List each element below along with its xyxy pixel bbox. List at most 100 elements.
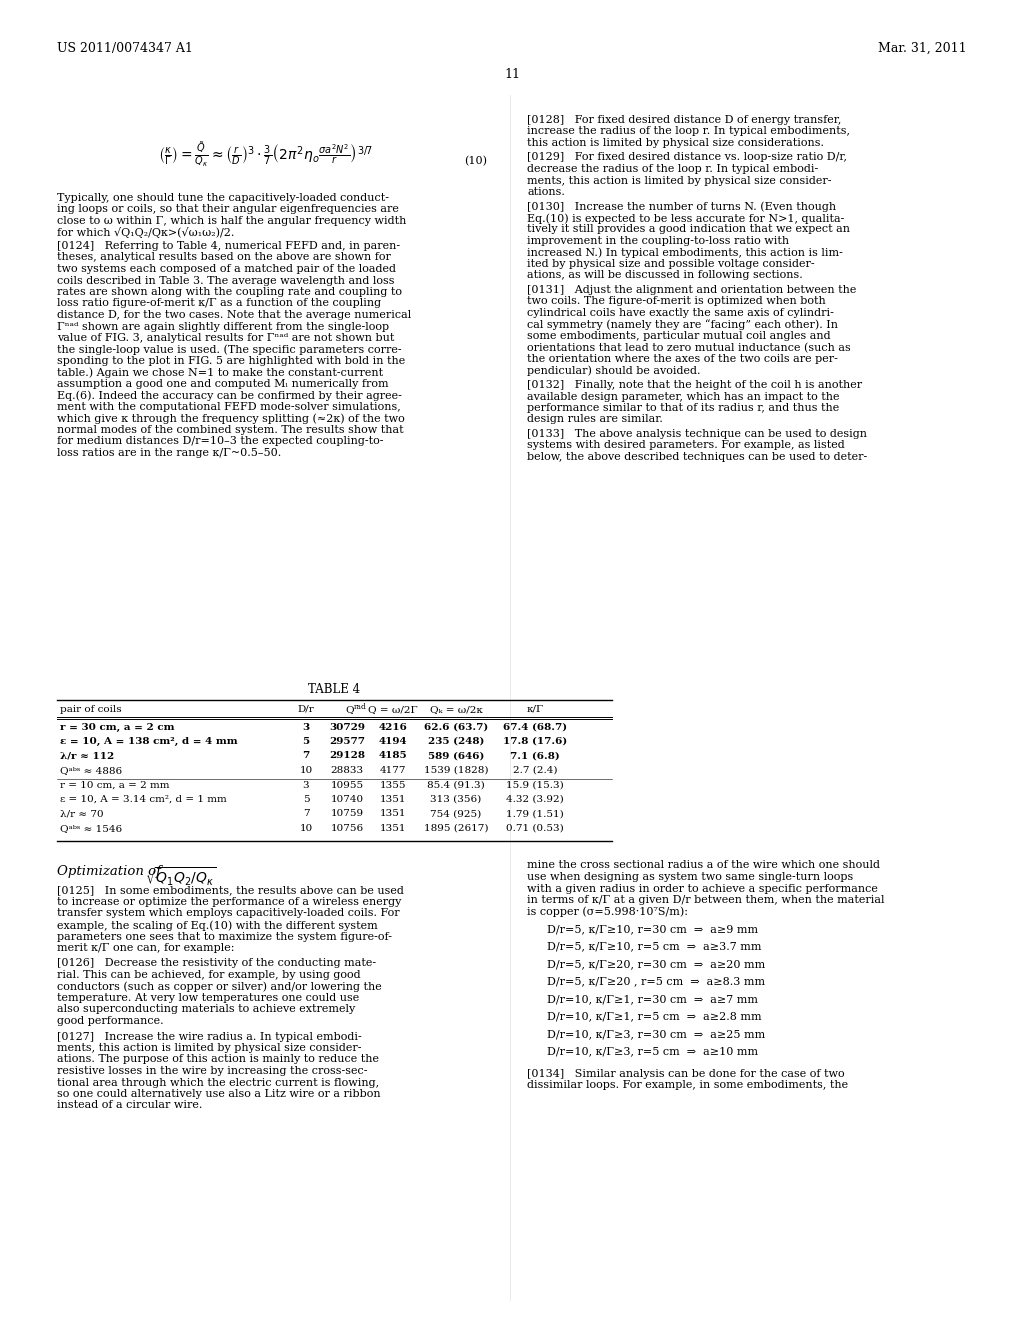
Text: 0.71 (0.53): 0.71 (0.53) — [506, 824, 564, 833]
Text: [0127]   Increase the wire radius a. In typical embodi-: [0127] Increase the wire radius a. In ty… — [57, 1031, 361, 1041]
Text: this action is limited by physical size considerations.: this action is limited by physical size … — [527, 139, 824, 148]
Text: US 2011/0074347 A1: US 2011/0074347 A1 — [57, 42, 193, 55]
Text: systems with desired parameters. For example, as listed: systems with desired parameters. For exa… — [527, 441, 845, 450]
Text: mine the cross sectional radius a of the wire which one should: mine the cross sectional radius a of the… — [527, 861, 880, 870]
Text: coils described in Table 3. The average wavelength and loss: coils described in Table 3. The average … — [57, 276, 394, 285]
Text: 754 (925): 754 (925) — [430, 809, 481, 818]
Text: resistive losses in the wire by increasing the cross-sec-: resistive losses in the wire by increasi… — [57, 1067, 368, 1076]
Text: rad: rad — [354, 704, 367, 711]
Text: [0128]   For fixed desired distance D of energy transfer,: [0128] For fixed desired distance D of e… — [527, 115, 842, 125]
Text: Qᵃᵇˢ ≈ 4886: Qᵃᵇˢ ≈ 4886 — [60, 766, 122, 775]
Text: ments, this action is limited by physical size consider-: ments, this action is limited by physica… — [57, 1043, 361, 1053]
Text: [0129]   For fixed desired distance vs. loop-size ratio D/r,: [0129] For fixed desired distance vs. lo… — [527, 153, 847, 162]
Text: 4.32 (3.92): 4.32 (3.92) — [506, 795, 564, 804]
Text: good performance.: good performance. — [57, 1016, 164, 1026]
Text: parameters one sees that to maximize the system figure-of-: parameters one sees that to maximize the… — [57, 932, 392, 941]
Text: [0125]   In some embodiments, the results above can be used: [0125] In some embodiments, the results … — [57, 886, 403, 895]
Text: λ/r ≈ 112: λ/r ≈ 112 — [60, 751, 115, 760]
Text: D/r=5, κ/Γ≥20, r=30 cm  ⇒  a≥20 mm: D/r=5, κ/Γ≥20, r=30 cm ⇒ a≥20 mm — [547, 960, 765, 969]
Text: transfer system which employs capacitively-loaded coils. For: transfer system which employs capacitive… — [57, 908, 399, 919]
Text: 11: 11 — [504, 69, 520, 81]
Text: 235 (248): 235 (248) — [428, 737, 484, 746]
Text: tively it still provides a good indication that we expect an: tively it still provides a good indicati… — [527, 224, 850, 235]
Text: 1539 (1828): 1539 (1828) — [424, 766, 488, 775]
Text: normal modes of the combined system. The results show that: normal modes of the combined system. The… — [57, 425, 403, 436]
Text: 4216: 4216 — [379, 722, 408, 731]
Text: D/r=10, κ/Γ≥1, r=5 cm  ⇒  a≥2.8 mm: D/r=10, κ/Γ≥1, r=5 cm ⇒ a≥2.8 mm — [547, 1011, 762, 1022]
Text: design rules are similar.: design rules are similar. — [527, 414, 663, 425]
Text: ing loops or coils, so that their angular eigenfrequencies are: ing loops or coils, so that their angula… — [57, 205, 399, 214]
Text: Γⁿᵃᵈ shown are again slightly different from the single-loop: Γⁿᵃᵈ shown are again slightly different … — [57, 322, 389, 331]
Text: 7: 7 — [303, 809, 309, 818]
Text: 7: 7 — [302, 751, 309, 760]
Text: for medium distances D/r=10–3 the expected coupling-to-: for medium distances D/r=10–3 the expect… — [57, 437, 384, 446]
Text: Qᵃᵇˢ ≈ 1546: Qᵃᵇˢ ≈ 1546 — [60, 824, 122, 833]
Text: Qₖ = ω/2κ: Qₖ = ω/2κ — [429, 705, 482, 714]
Text: [0132]   Finally, note that the height of the coil h is another: [0132] Finally, note that the height of … — [527, 380, 862, 389]
Text: 28833: 28833 — [331, 766, 364, 775]
Text: 67.4 (68.7): 67.4 (68.7) — [503, 722, 567, 731]
Text: 1.79 (1.51): 1.79 (1.51) — [506, 809, 564, 818]
Text: pair of coils: pair of coils — [60, 705, 122, 714]
Text: distance D, for the two cases. Note that the average numerical: distance D, for the two cases. Note that… — [57, 310, 412, 319]
Text: r = 30 cm, a = 2 cm: r = 30 cm, a = 2 cm — [60, 722, 174, 731]
Text: conductors (such as copper or silver) and/or lowering the: conductors (such as copper or silver) an… — [57, 982, 382, 993]
Text: [0130]   Increase the number of turns N. (Even though: [0130] Increase the number of turns N. (… — [527, 202, 837, 213]
Text: increased N.) In typical embodiments, this action is lim-: increased N.) In typical embodiments, th… — [527, 248, 843, 259]
Text: rial. This can be achieved, for example, by using good: rial. This can be achieved, for example,… — [57, 970, 360, 979]
Text: improvement in the coupling-to-loss ratio with: improvement in the coupling-to-loss rati… — [527, 236, 790, 246]
Text: Eq.(10) is expected to be less accurate for N>1, qualita-: Eq.(10) is expected to be less accurate … — [527, 213, 845, 223]
Text: 17.8 (17.6): 17.8 (17.6) — [503, 737, 567, 746]
Text: [0124]   Referring to Table 4, numerical FEFD and, in paren-: [0124] Referring to Table 4, numerical F… — [57, 242, 400, 251]
Text: 2.7 (2.4): 2.7 (2.4) — [513, 766, 557, 775]
Text: temperature. At very low temperatures one could use: temperature. At very low temperatures on… — [57, 993, 359, 1003]
Text: sponding to the plot in FIG. 5 are highlighted with bold in the: sponding to the plot in FIG. 5 are highl… — [57, 356, 406, 366]
Text: ments, this action is limited by physical size consider-: ments, this action is limited by physica… — [527, 176, 831, 186]
Text: 15.9 (15.3): 15.9 (15.3) — [506, 780, 564, 789]
Text: 1351: 1351 — [380, 795, 407, 804]
Text: 10740: 10740 — [331, 795, 364, 804]
Text: $\sqrt{Q_1 Q_2 / Q_\kappa}$: $\sqrt{Q_1 Q_2 / Q_\kappa}$ — [145, 866, 216, 888]
Text: 1355: 1355 — [380, 780, 407, 789]
Text: 29577: 29577 — [329, 737, 365, 746]
Text: ε = 10, A = 138 cm², d = 4 mm: ε = 10, A = 138 cm², d = 4 mm — [60, 737, 238, 746]
Text: with a given radius in order to achieve a specific performance: with a given radius in order to achieve … — [527, 883, 878, 894]
Text: λ/r ≈ 70: λ/r ≈ 70 — [60, 809, 103, 818]
Text: κ/Γ: κ/Γ — [526, 705, 544, 714]
Text: 3: 3 — [303, 780, 309, 789]
Text: Typically, one should tune the capacitively-loaded conduct-: Typically, one should tune the capacitiv… — [57, 193, 389, 203]
Text: merit κ/Γ one can, for example:: merit κ/Γ one can, for example: — [57, 942, 234, 953]
Text: cylindrical coils have exactly the same axis of cylindri-: cylindrical coils have exactly the same … — [527, 308, 834, 318]
Text: ations.: ations. — [527, 187, 565, 197]
Text: rates are shown along with the coupling rate and coupling to: rates are shown along with the coupling … — [57, 286, 402, 297]
Text: 4177: 4177 — [380, 766, 407, 775]
Text: D/r=5, κ/Γ≥10, r=5 cm  ⇒  a≥3.7 mm: D/r=5, κ/Γ≥10, r=5 cm ⇒ a≥3.7 mm — [547, 941, 762, 952]
Text: [0126]   Decrease the resistivity of the conducting mate-: [0126] Decrease the resistivity of the c… — [57, 958, 376, 969]
Text: loss ratios are in the range κ/Γ~0.5–50.: loss ratios are in the range κ/Γ~0.5–50. — [57, 447, 282, 458]
Text: table.) Again we chose N=1 to make the constant-current: table.) Again we chose N=1 to make the c… — [57, 367, 383, 378]
Text: D/r=10, κ/Γ≥3, r=5 cm  ⇒  a≥10 mm: D/r=10, κ/Γ≥3, r=5 cm ⇒ a≥10 mm — [547, 1047, 758, 1056]
Text: value of FIG. 3, analytical results for Γⁿᵃᵈ are not shown but: value of FIG. 3, analytical results for … — [57, 333, 394, 343]
Text: available design parameter, which has an impact to the: available design parameter, which has an… — [527, 392, 840, 401]
Text: 10: 10 — [299, 824, 312, 833]
Text: 10: 10 — [299, 766, 312, 775]
Text: close to ω within Γ, which is half the angular frequency width: close to ω within Γ, which is half the a… — [57, 216, 407, 226]
Text: ited by physical size and possible voltage consider-: ited by physical size and possible volta… — [527, 259, 815, 269]
Text: ations, as will be discussed in following sections.: ations, as will be discussed in followin… — [527, 271, 803, 281]
Text: use when designing as system two same single-turn loops: use when designing as system two same si… — [527, 873, 853, 882]
Text: 313 (356): 313 (356) — [430, 795, 481, 804]
Text: 5: 5 — [302, 737, 309, 746]
Text: two systems each composed of a matched pair of the loaded: two systems each composed of a matched p… — [57, 264, 396, 275]
Text: 85.4 (91.3): 85.4 (91.3) — [427, 780, 485, 789]
Text: 29128: 29128 — [329, 751, 365, 760]
Text: to increase or optimize the performance of a wireless energy: to increase or optimize the performance … — [57, 898, 401, 907]
Text: some embodiments, particular mutual coil angles and: some embodiments, particular mutual coil… — [527, 331, 830, 341]
Text: 5: 5 — [303, 795, 309, 804]
Text: ε = 10, A = 3.14 cm², d = 1 mm: ε = 10, A = 3.14 cm², d = 1 mm — [60, 795, 226, 804]
Text: Optimization of: Optimization of — [57, 866, 165, 879]
Text: [0133]   The above analysis technique can be used to design: [0133] The above analysis technique can … — [527, 429, 867, 440]
Text: Mar. 31, 2011: Mar. 31, 2011 — [879, 42, 967, 55]
Text: for which √Q₁Q₂/Qκ>(√ω₁ω₂)/2.: for which √Q₁Q₂/Qκ>(√ω₁ω₂)/2. — [57, 227, 234, 239]
Text: dissimilar loops. For example, in some embodiments, the: dissimilar loops. For example, in some e… — [527, 1081, 848, 1090]
Text: D/r=5, κ/Γ≥20 , r=5 cm  ⇒  a≥8.3 mm: D/r=5, κ/Γ≥20 , r=5 cm ⇒ a≥8.3 mm — [547, 977, 765, 986]
